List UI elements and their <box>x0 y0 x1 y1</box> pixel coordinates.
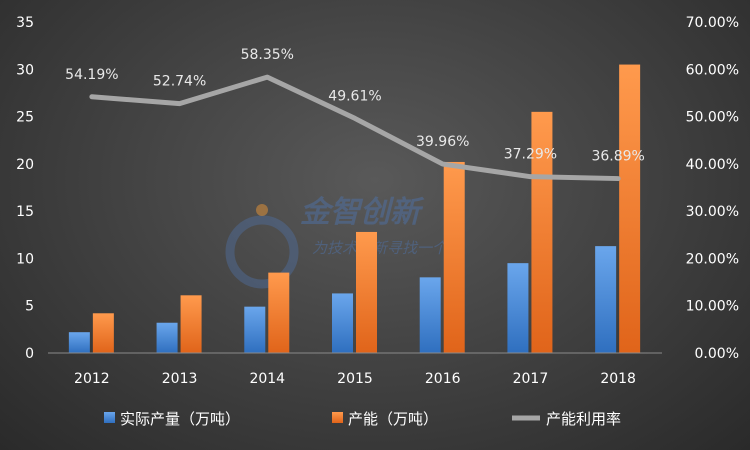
y-right-tick-30.00pct: 30.00% <box>686 204 739 220</box>
line-layer: 54.19% 52.74% 58.35% 49.61% 39.96% 37.29% 36.8… <box>65 47 645 182</box>
legend-capacity-label: 产能（万吨） <box>348 410 438 428</box>
bar-capacity-2013 <box>180 295 202 353</box>
data-label-2013: 52.74% <box>153 74 206 90</box>
legend-actual-output-label: 实际产量（万吨） <box>120 410 240 428</box>
x-tick-2013: 2013 <box>162 371 198 387</box>
x-tick-2012: 2012 <box>74 371 110 387</box>
y-left-tick-20: 20 <box>16 157 34 173</box>
watermark-logo: 金智创新 为技术创新寻找一个 <box>225 195 449 289</box>
bar-actual-output-2016 <box>419 277 441 353</box>
y-right-tick-10.00pct: 10.00% <box>686 299 739 315</box>
bar-capacity-2012 <box>92 313 114 353</box>
y-right-tick-70.00pct: 70.00% <box>686 15 739 31</box>
bar-actual-output-2015 <box>332 293 353 353</box>
x-tick-2014: 2014 <box>249 371 285 387</box>
y-left-tick-25: 25 <box>16 110 34 126</box>
bar-capacity-2014 <box>268 272 290 353</box>
data-label-2017: 37.29% <box>504 147 557 163</box>
x-tick-2016: 2016 <box>425 371 461 387</box>
y-right-tick-20.00pct: 20.00% <box>686 251 739 267</box>
bars-layer <box>68 64 641 354</box>
bar-actual-output-2018 <box>595 246 617 353</box>
y-left-tick-10: 10 <box>16 251 34 267</box>
legend-capacity-swatch <box>332 412 343 423</box>
y-left-tick-15: 15 <box>16 204 34 220</box>
y-left-tick-30: 30 <box>16 62 34 78</box>
data-label-2014: 58.35% <box>241 47 294 63</box>
watermark-title: 金智创新 <box>300 195 425 230</box>
bar-actual-output-2012 <box>68 332 90 353</box>
watermark-subtitle: 为技术创新寻找一个 <box>312 239 449 257</box>
data-label-2016: 39.96% <box>416 134 469 150</box>
data-label-2018: 36.89% <box>591 149 644 165</box>
y-right-tick-50.00pct: 50.00% <box>686 110 739 126</box>
y-right-tick-40.00pct: 40.00% <box>686 157 739 173</box>
bar-capacity-2017 <box>531 111 553 353</box>
bar-capacity-2016 <box>443 161 465 353</box>
y-left-tick-35: 35 <box>16 15 34 31</box>
legend-utilization-rate-label: 产能利用率 <box>546 410 621 428</box>
watermark-dot-icon <box>256 204 268 216</box>
data-label-2012: 54.19% <box>65 67 118 83</box>
legend-actual-output-swatch <box>104 412 115 423</box>
data-label-2015: 49.61% <box>328 88 381 104</box>
watermark-ring-icon <box>225 215 299 289</box>
bar-actual-output-2017 <box>507 263 529 353</box>
utilization-rate-line <box>89 74 621 182</box>
x-tick-2018: 2018 <box>600 371 636 387</box>
y-right-tick-0.00pct: 0.00% <box>695 346 739 362</box>
y-left-tick-5: 5 <box>25 299 34 315</box>
y-right-tick-60.00pct: 60.00% <box>686 62 739 78</box>
bar-capacity-2015 <box>356 231 377 353</box>
bar-actual-output-2014 <box>244 306 266 353</box>
axes-layer: 2012 2013 2014 2015 2016 2017 2018 0 5 10 15 20 25 30… <box>16 15 739 387</box>
legend: 实际产量（万吨） 产能（万吨） 产能利用率 <box>104 410 621 428</box>
x-tick-2015: 2015 <box>337 371 373 387</box>
x-tick-2017: 2017 <box>513 371 549 387</box>
bar-actual-output-2013 <box>156 322 178 353</box>
bar-capacity-2018 <box>619 64 641 354</box>
y-left-tick-0: 0 <box>25 346 34 362</box>
